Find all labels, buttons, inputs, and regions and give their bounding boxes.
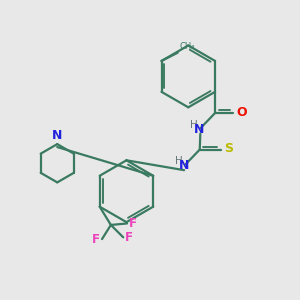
- Text: O: O: [236, 106, 247, 119]
- Text: N: N: [52, 129, 62, 142]
- Text: N: N: [194, 123, 204, 136]
- Text: H: H: [175, 156, 183, 166]
- Text: F: F: [129, 217, 137, 230]
- Text: N: N: [179, 159, 189, 172]
- Text: S: S: [224, 142, 233, 155]
- Text: F: F: [92, 232, 100, 246]
- Text: H: H: [190, 120, 198, 130]
- Text: CH₃: CH₃: [179, 42, 195, 51]
- Text: F: F: [125, 231, 133, 244]
